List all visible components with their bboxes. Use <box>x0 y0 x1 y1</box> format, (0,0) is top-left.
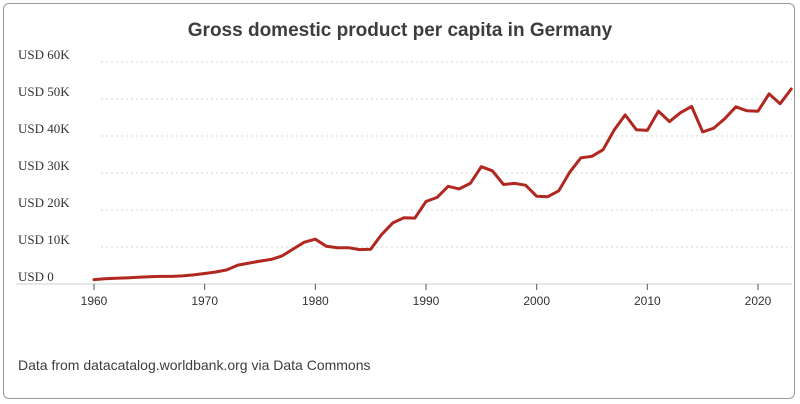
series-lines <box>92 87 793 282</box>
y-tick-label: USD 60K <box>18 47 70 62</box>
y-axis-ticks: USD 0 USD 10K USD 20K USD 30K USD 40K USD 50K… <box>18 47 70 284</box>
y-tick-label: USD 20K <box>18 195 70 210</box>
chart-card: Gross domestic product per capita in Ger… <box>3 3 795 399</box>
data-source-note: Data from datacatalog.worldbank.org via … <box>18 357 371 373</box>
x-tick-label: 1960 <box>81 294 108 308</box>
x-tick-label: 1980 <box>302 294 329 308</box>
y-tick-label: USD 0 <box>18 269 54 284</box>
x-tick-label: 1990 <box>413 294 440 308</box>
x-tick-label: 2010 <box>634 294 661 308</box>
y-tick-label: USD 50K <box>18 84 70 99</box>
series-line-gdp-per-capita <box>92 87 793 282</box>
x-tick-label: 2020 <box>745 294 772 308</box>
x-tick-label: 2000 <box>523 294 550 308</box>
y-tick-label: USD 30K <box>18 158 70 173</box>
chart-title: Gross domestic product per capita in Ger… <box>187 20 613 41</box>
x-axis-ticks: 1960 1970 1980 1990 2000 2010 2020 <box>81 284 772 308</box>
y-tick-label: USD 10K <box>18 232 70 247</box>
x-tick-label: 1970 <box>191 294 218 308</box>
y-tick-label: USD 40K <box>18 121 70 136</box>
gridlines <box>101 61 792 248</box>
line-chart: USD 0 USD 10K USD 20K USD 30K USD 40K USD 50K… <box>16 47 793 308</box>
